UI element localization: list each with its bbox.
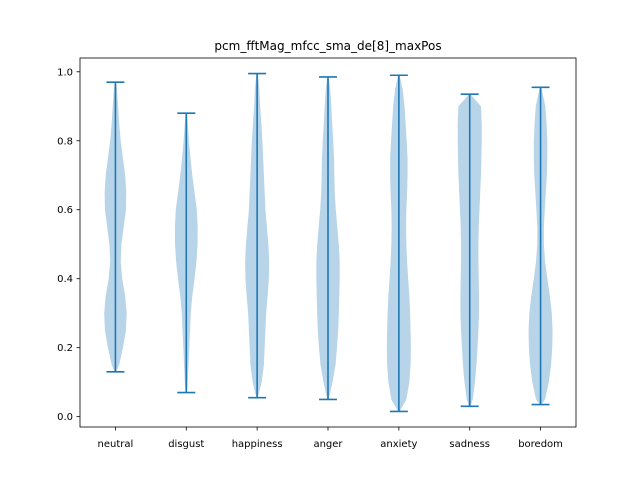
y-tick-label: 0.2 xyxy=(57,343,73,354)
y-tick-label: 0.4 xyxy=(57,274,73,285)
y-tick-label: 0.8 xyxy=(57,136,73,147)
x-tick-label-anger: anger xyxy=(313,439,343,450)
y-tick-label: 0.0 xyxy=(57,412,73,423)
chart-title: pcm_fftMag_mfcc_sma_de[8]_maxPos xyxy=(214,39,441,53)
y-tick-label: 1.0 xyxy=(57,67,73,78)
x-tick-label-sadness: sadness xyxy=(449,439,490,450)
x-tick-label-anxiety: anxiety xyxy=(380,439,417,450)
axes-group: 0.0 0.2 0.4 0.6 0.8 1.0 neutral disgust happines… xyxy=(57,57,577,450)
x-tick-label-happiness: happiness xyxy=(232,439,283,450)
violins-group xyxy=(104,72,553,413)
x-tick-label-boredom: boredom xyxy=(518,439,563,450)
x-tick-label-disgust: disgust xyxy=(168,439,204,450)
x-tick-label-neutral: neutral xyxy=(98,439,134,450)
y-tick-label: 0.6 xyxy=(57,205,73,216)
